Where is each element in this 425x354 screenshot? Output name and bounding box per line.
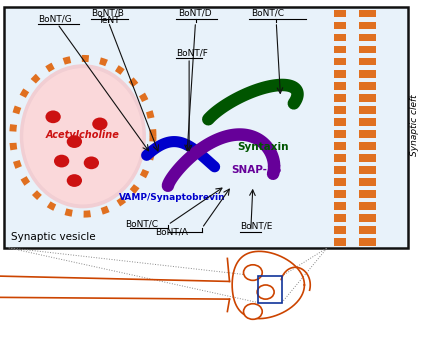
- Bar: [334, 142, 346, 150]
- Bar: [334, 46, 346, 53]
- Bar: [334, 226, 346, 234]
- Bar: [334, 166, 346, 174]
- Text: VAMP/Synaptobrevin: VAMP/Synaptobrevin: [119, 193, 225, 202]
- Text: BoNT/F: BoNT/F: [176, 48, 208, 57]
- Bar: [334, 94, 346, 102]
- Ellipse shape: [20, 64, 146, 208]
- Bar: [334, 214, 346, 222]
- Text: BoNT/E: BoNT/E: [240, 222, 272, 231]
- Text: BoNT/G: BoNT/G: [38, 14, 72, 23]
- Text: BoNT/C: BoNT/C: [125, 219, 159, 228]
- Bar: [359, 94, 376, 102]
- Circle shape: [92, 118, 108, 130]
- Bar: [359, 58, 376, 65]
- Circle shape: [67, 135, 82, 148]
- Bar: [359, 22, 376, 29]
- Bar: [334, 34, 346, 41]
- Bar: [359, 214, 376, 222]
- Text: Synaptic vesicle: Synaptic vesicle: [11, 233, 95, 242]
- Circle shape: [45, 110, 61, 123]
- Bar: [334, 106, 346, 114]
- Text: BoNT/A: BoNT/A: [155, 228, 188, 236]
- Text: TeNT: TeNT: [98, 17, 119, 25]
- Circle shape: [54, 155, 69, 167]
- Bar: [359, 106, 376, 114]
- Ellipse shape: [23, 68, 142, 205]
- Bar: [334, 130, 346, 138]
- Text: Synaptic cleft: Synaptic cleft: [410, 95, 419, 156]
- Text: Acetylcholine: Acetylcholine: [46, 130, 120, 139]
- Bar: [258, 276, 282, 303]
- Bar: [359, 190, 376, 198]
- Bar: [334, 82, 346, 90]
- Bar: [334, 10, 346, 17]
- Bar: [334, 238, 346, 246]
- Circle shape: [257, 285, 274, 299]
- Bar: [334, 118, 346, 126]
- Circle shape: [244, 265, 262, 280]
- Bar: [334, 202, 346, 210]
- Bar: [334, 154, 346, 162]
- Bar: [359, 46, 376, 53]
- Bar: [359, 118, 376, 126]
- Bar: [359, 202, 376, 210]
- Bar: [359, 82, 376, 90]
- Text: BoNT/B: BoNT/B: [91, 9, 124, 18]
- Bar: [359, 70, 376, 78]
- Text: BoNT/C: BoNT/C: [251, 9, 284, 18]
- Text: BoNT/D: BoNT/D: [178, 9, 212, 18]
- Bar: [359, 154, 376, 162]
- Bar: [359, 178, 376, 186]
- Bar: [4, 7, 408, 248]
- Bar: [359, 238, 376, 246]
- Bar: [334, 190, 346, 198]
- Text: Syntaxin: Syntaxin: [238, 142, 289, 152]
- Bar: [334, 178, 346, 186]
- Bar: [359, 34, 376, 41]
- Bar: [359, 142, 376, 150]
- Bar: [359, 226, 376, 234]
- Bar: [359, 10, 376, 17]
- Bar: [334, 70, 346, 78]
- Bar: [334, 58, 346, 65]
- Bar: [359, 130, 376, 138]
- Circle shape: [84, 156, 99, 169]
- Bar: [334, 22, 346, 29]
- Circle shape: [67, 174, 82, 187]
- Text: SNAP-25: SNAP-25: [232, 165, 282, 175]
- Bar: [359, 166, 376, 174]
- Circle shape: [244, 304, 262, 319]
